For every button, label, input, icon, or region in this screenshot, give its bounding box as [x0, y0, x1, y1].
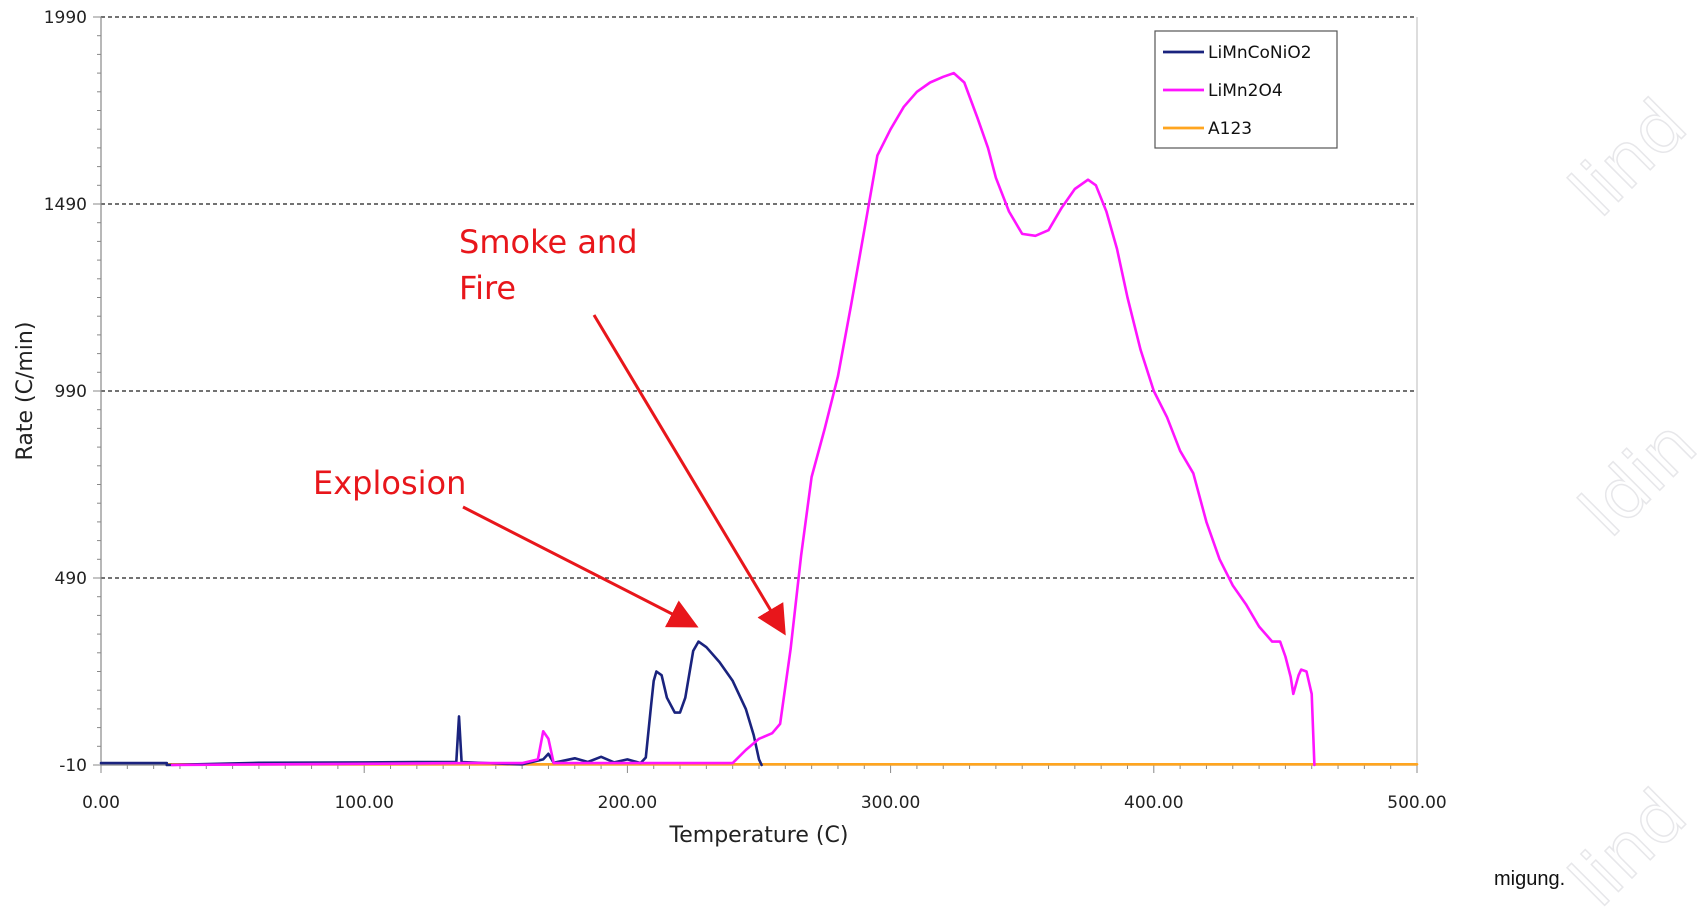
x-tick-label: 100.00	[334, 793, 393, 813]
side-caption: migung.	[1494, 868, 1565, 890]
series-line-LiMn2O4	[170, 71, 1316, 767]
x-tick-label: 300.00	[861, 793, 920, 813]
x-tick-label: 0.00	[82, 793, 120, 813]
annotation-text: Fire	[459, 269, 516, 307]
annotation-text: Smoke and	[459, 223, 638, 261]
y-tick-label: 1490	[44, 195, 87, 215]
series-group	[99, 71, 1419, 767]
watermark: lind ldin lind	[1553, 83, 1707, 923]
y-tick-label: -10	[59, 756, 87, 776]
y-tick-label: 490	[55, 569, 87, 589]
watermark-text: ldin	[1564, 404, 1707, 552]
watermark-text: lind	[1554, 84, 1702, 232]
y-tick-label: 1990	[44, 8, 87, 28]
axes: -10 490 990 1490 1990 0.00 100.00 200.00 300.00 4…	[44, 8, 1447, 813]
legend-label: LiMn2O4	[1208, 81, 1283, 101]
legend-label: LiMnCoNiO2	[1208, 43, 1312, 63]
x-tick-label: 200.00	[598, 793, 657, 813]
y-tick-label: 990	[55, 382, 87, 402]
x-axis-title: Temperature (C)	[669, 823, 849, 848]
y-axis-title: Rate (C/min)	[13, 322, 38, 461]
annotation-text: Explosion	[313, 464, 466, 502]
series-line-LiMnCoNiO2	[99, 640, 763, 767]
legend: LiMnCoNiO2 LiMn2O4 A123	[1154, 30, 1338, 149]
annotations: Smoke and Fire Explosion	[313, 223, 786, 636]
legend-label: A123	[1208, 119, 1252, 139]
annotation-arrow	[592, 314, 786, 636]
x-tick-label: 500.00	[1387, 793, 1446, 813]
x-tick-label: 400.00	[1124, 793, 1183, 813]
annotation-arrow	[462, 505, 699, 628]
gridlines	[101, 16, 1417, 579]
watermark-text: lind	[1554, 774, 1702, 922]
